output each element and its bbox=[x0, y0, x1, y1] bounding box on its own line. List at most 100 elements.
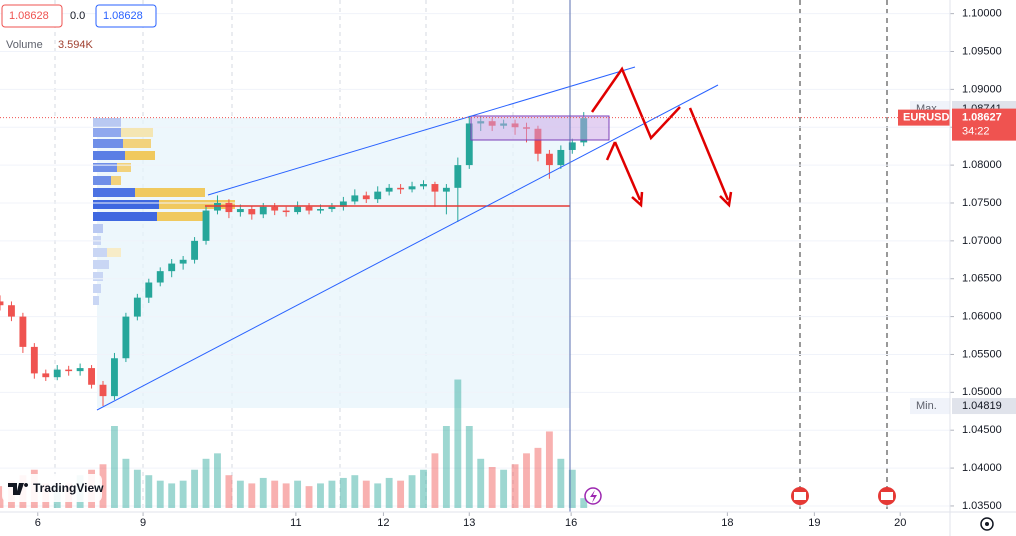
candle-body bbox=[431, 184, 439, 192]
candle-body bbox=[225, 202, 233, 213]
candle-body bbox=[282, 210, 290, 213]
volume-bar bbox=[523, 453, 530, 508]
y-tick-label: 1.08000 bbox=[962, 159, 1002, 171]
volume-bar bbox=[214, 453, 221, 508]
volume-bar bbox=[236, 480, 244, 508]
volume-bar bbox=[0, 486, 4, 508]
change: 0.0 bbox=[70, 10, 85, 22]
logo: TradingView bbox=[2, 474, 104, 502]
candle-body bbox=[408, 186, 416, 190]
volume-bar bbox=[259, 477, 267, 508]
candle-body bbox=[214, 202, 221, 211]
volume-bar bbox=[351, 475, 359, 508]
candle-body bbox=[442, 187, 450, 192]
candle-body bbox=[397, 187, 405, 190]
candle-body bbox=[145, 282, 153, 298]
candle-body bbox=[420, 184, 427, 187]
volume-bar bbox=[248, 483, 256, 508]
volume-bar bbox=[442, 426, 450, 508]
candle-body bbox=[88, 368, 95, 385]
volume-bar bbox=[374, 483, 382, 508]
volume-bar bbox=[168, 483, 176, 508]
volume-bar bbox=[328, 480, 336, 508]
volume-bar bbox=[511, 464, 519, 508]
volume-bar bbox=[156, 480, 164, 508]
x-tick-label: 13 bbox=[463, 517, 475, 529]
y-tick-label: 1.09000 bbox=[962, 83, 1002, 95]
y-tick-label: 1.03500 bbox=[962, 500, 1002, 512]
x-tick-label: 18 bbox=[721, 517, 733, 529]
candle-body bbox=[545, 153, 553, 166]
volume-bar bbox=[305, 486, 313, 508]
candle-body bbox=[111, 358, 118, 397]
volume-bar bbox=[122, 458, 130, 508]
symbol-box bbox=[898, 109, 950, 126]
x-tick-label: 16 bbox=[565, 517, 577, 529]
candle-body bbox=[76, 368, 84, 372]
last-price: 1.08627 bbox=[962, 112, 1002, 124]
candle-body bbox=[122, 316, 130, 359]
volume-bar bbox=[397, 480, 405, 508]
ohlc-close: 1.08628 bbox=[103, 10, 143, 22]
volume-bar bbox=[465, 426, 473, 508]
price-axis: 1.100001.095001.090001.085001.080001.075… bbox=[35, 8, 1016, 529]
y-tick-label: 1.04500 bbox=[962, 424, 1002, 436]
candle-body bbox=[202, 210, 210, 241]
header: 1.08628 0.0 1.08628 Volume 3.594K bbox=[1, 4, 157, 51]
volume-bar bbox=[477, 458, 485, 508]
symbol: EURUSD bbox=[903, 112, 950, 124]
volume-bar bbox=[294, 480, 302, 508]
volume-value: 3.594K bbox=[58, 39, 94, 51]
volume-bar bbox=[500, 469, 508, 508]
price-box bbox=[95, 4, 157, 28]
candle-body bbox=[156, 271, 164, 283]
x-tick-label: 12 bbox=[377, 517, 389, 529]
candle-body bbox=[328, 206, 336, 210]
candle-body bbox=[271, 206, 279, 211]
candle-body bbox=[42, 373, 50, 378]
y-tick-label: 1.07000 bbox=[962, 235, 1002, 247]
last-price-box bbox=[952, 108, 1016, 141]
y-tick-label: 1.09500 bbox=[962, 45, 1002, 57]
logo-text: TradingView bbox=[33, 481, 104, 495]
event-icons bbox=[584, 487, 896, 505]
volume-bar bbox=[420, 469, 427, 508]
candle-body bbox=[534, 128, 542, 154]
x-tick-label: 11 bbox=[290, 517, 301, 529]
candle-body bbox=[317, 209, 324, 211]
min-label: Min. bbox=[916, 400, 937, 412]
volume-bar bbox=[339, 477, 347, 508]
candle-body bbox=[294, 206, 302, 213]
volume-bar bbox=[568, 469, 576, 508]
candle-body bbox=[236, 209, 244, 213]
y-tick-label: 1.06000 bbox=[962, 310, 1002, 322]
x-tick-label: 19 bbox=[808, 517, 820, 529]
min-value-box bbox=[952, 398, 1016, 415]
candle-body bbox=[465, 123, 473, 166]
price-box bbox=[1, 4, 63, 28]
volume-bar bbox=[202, 458, 210, 508]
min-value: 1.04819 bbox=[962, 400, 1002, 412]
y-tick-label: 1.06500 bbox=[962, 273, 1002, 285]
candle-body bbox=[168, 263, 176, 272]
candle-body bbox=[305, 206, 313, 211]
volume-bar bbox=[282, 483, 290, 508]
volume-bar bbox=[557, 458, 565, 508]
candles bbox=[0, 112, 588, 406]
settings-icon[interactable] bbox=[980, 517, 994, 531]
volume-bar bbox=[545, 431, 553, 508]
y-tick-label: 1.05000 bbox=[962, 386, 1002, 398]
volume-bar bbox=[488, 467, 496, 508]
x-tick-label: 9 bbox=[140, 517, 146, 529]
candle-body bbox=[0, 301, 4, 306]
event-lines bbox=[799, 0, 888, 512]
countdown: 34:22 bbox=[962, 126, 990, 138]
volume-bar bbox=[133, 469, 141, 508]
volume-bar bbox=[580, 498, 588, 508]
volume-bar bbox=[271, 480, 279, 508]
drawings bbox=[96, 0, 733, 512]
candle-body bbox=[454, 165, 462, 188]
candle-body bbox=[568, 142, 576, 150]
candle-body bbox=[248, 209, 256, 215]
candle-body bbox=[8, 305, 15, 317]
